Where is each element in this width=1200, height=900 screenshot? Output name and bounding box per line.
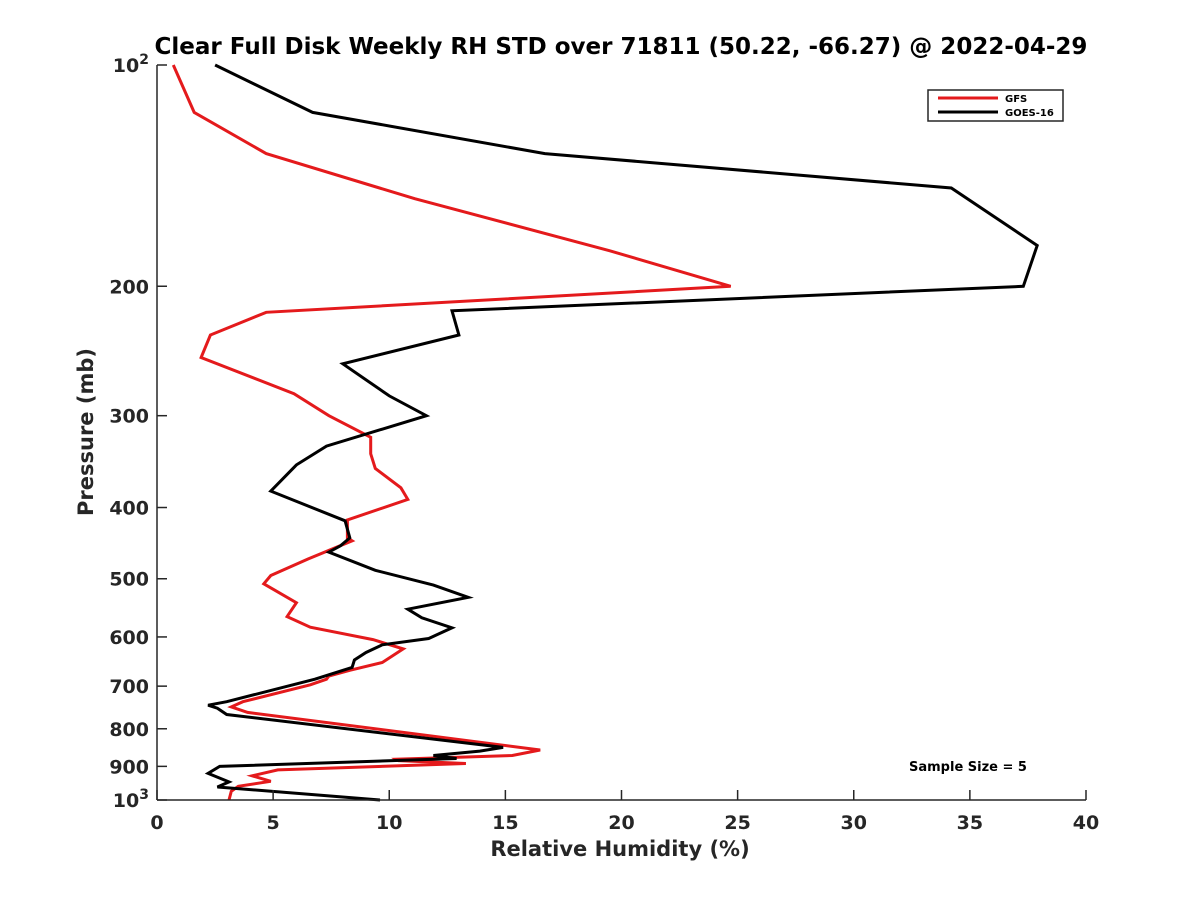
- x-axis-label: Relative Humidity (%): [490, 837, 749, 861]
- y-tick-label: 600: [109, 627, 149, 649]
- legend-box: [927, 89, 1064, 122]
- y-tick-label: 200: [109, 276, 149, 298]
- y-tick-label: 103: [113, 787, 149, 812]
- x-tick-label: 0: [150, 812, 163, 834]
- x-tick-label: 20: [608, 812, 634, 834]
- legend-label-goes-16: GOES-16: [1005, 108, 1054, 119]
- series-line-gfs: [171, 64, 732, 801]
- x-tick-label: 5: [267, 812, 280, 834]
- legend: GFS GOES-16: [927, 89, 1064, 122]
- x-tick-label: 10: [376, 812, 402, 834]
- annotation-sample-size: Sample Size = 5: [909, 760, 1027, 775]
- x-tick-label: 15: [492, 812, 518, 834]
- axes-layer: 0 5 10 15 20 25 30 35 40 102 200 300 400 500 600 700 800…: [109, 52, 1099, 834]
- x-tick-label: 40: [1073, 812, 1099, 834]
- series-line-goes-16: [204, 63, 1039, 802]
- plot-area: 0 5 10 15 20 25 30 35 40 102 200 300 400 500 600 700 800…: [109, 52, 1099, 834]
- y-tick-label: 300: [109, 406, 149, 428]
- legend-label-gfs: GFS: [1005, 94, 1027, 105]
- y-tick-label: 900: [109, 756, 149, 778]
- y-tick-label: 500: [109, 569, 149, 591]
- y-axis-label: Pressure (mb): [74, 348, 98, 516]
- x-tick-label: 30: [841, 812, 867, 834]
- y-tick-label: 400: [109, 498, 149, 520]
- x-tick-label: 25: [724, 812, 750, 834]
- x-tick-label: 35: [957, 812, 983, 834]
- y-tick-label: 800: [109, 719, 149, 741]
- series-layer: [171, 63, 1039, 802]
- y-tick-label: 102: [113, 52, 149, 77]
- chart-title: Clear Full Disk Weekly RH STD over 71811…: [155, 34, 1088, 60]
- y-tick-label: 700: [109, 676, 149, 698]
